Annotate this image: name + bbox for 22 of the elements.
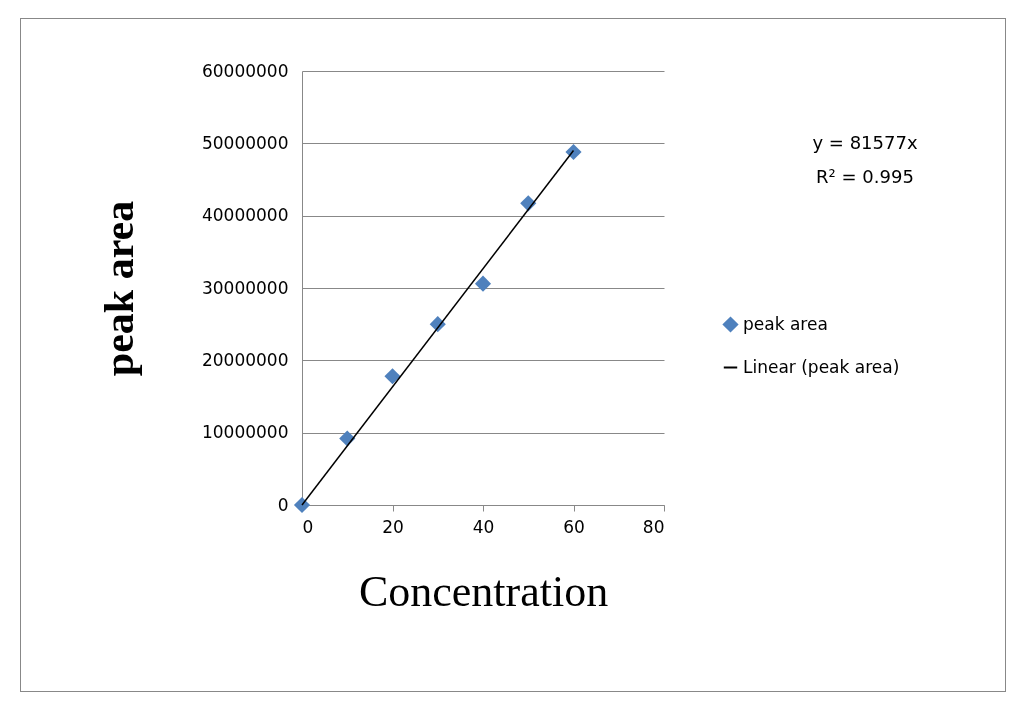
y-tick-label: 60000000: [201, 60, 289, 81]
x-tick-label: 60: [563, 516, 585, 537]
point: [293, 496, 311, 514]
legend-label: Linear (peak area): [743, 356, 900, 377]
y-tick-label: 40000000: [201, 205, 289, 226]
y-tick-label: 10000000: [201, 422, 289, 443]
y-tick-label: 0: [277, 494, 289, 515]
x-tick-label: 40: [472, 516, 495, 537]
y-tick-label: 30000000: [201, 277, 289, 298]
y-tick-label: 50000000: [201, 132, 289, 153]
x-tick-label: 20: [382, 516, 404, 537]
y-axis-title: peak area: [95, 200, 142, 377]
text: R² = 0.995: [815, 166, 915, 187]
x-axis-title: Concentration: [358, 566, 609, 616]
x-tick-label: 0: [302, 516, 314, 537]
x-tick-label: 80: [642, 516, 665, 537]
point: [565, 143, 582, 161]
point: [384, 368, 401, 385]
point: [474, 275, 492, 292]
text: y = 81577x: [811, 132, 919, 153]
y-tick-label: 20000000: [201, 349, 289, 370]
legend-label: peak area: [743, 313, 828, 334]
